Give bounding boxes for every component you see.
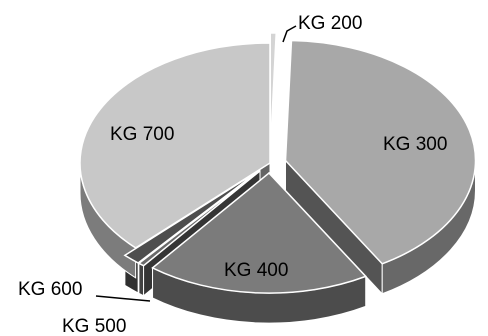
leader-line-kg-200 — [282, 25, 297, 43]
slice-labels: KG 200 KG 300 KG 400 KG 500 KG 600 KG 70… — [18, 13, 447, 336]
leader-line-kg-600 — [95, 295, 151, 302]
label-kg-400: KG 400 — [224, 260, 288, 281]
slice-side-kg-500 — [138, 262, 145, 297]
label-kg-200: KG 200 — [298, 13, 362, 34]
label-kg-500: KG 500 — [62, 316, 126, 336]
slice-kg-500 — [137, 170, 261, 267]
slice-kg-300 — [284, 39, 477, 265]
pie-slices — [79, 32, 477, 324]
label-kg-300: KG 300 — [383, 134, 447, 155]
slice-kg-200 — [269, 32, 278, 153]
leader-lines — [95, 25, 297, 302]
slice-kg-400 — [151, 172, 368, 294]
slice-kg-700 — [79, 42, 271, 249]
label-kg-600: KG 600 — [18, 279, 82, 300]
slice-kg-600 — [123, 169, 260, 264]
label-kg-700: KG 700 — [110, 124, 174, 145]
